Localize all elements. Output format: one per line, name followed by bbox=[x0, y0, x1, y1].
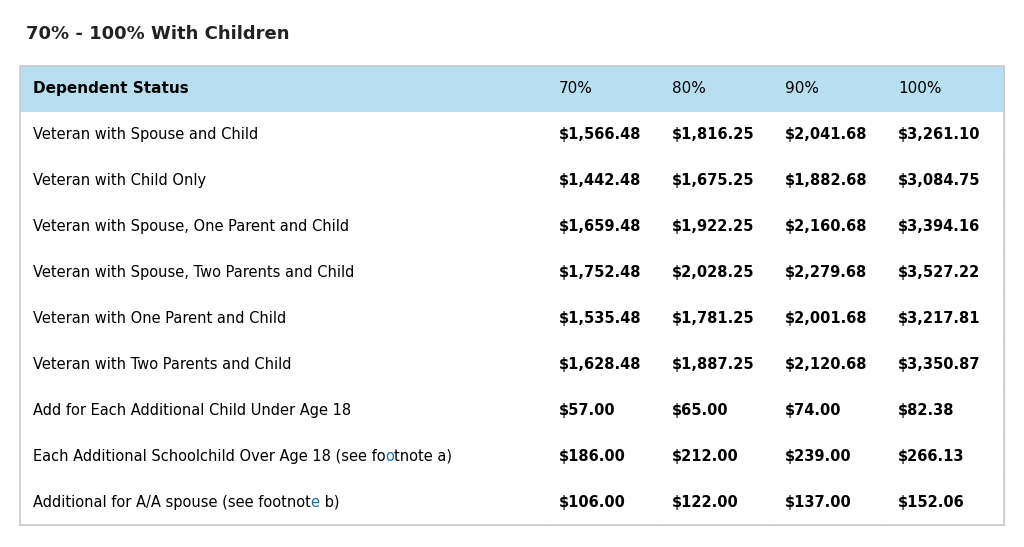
Text: Veteran with Two Parents and Child: Veteran with Two Parents and Child bbox=[33, 357, 291, 372]
Text: $2,160.68: $2,160.68 bbox=[784, 219, 867, 234]
Text: $186.00: $186.00 bbox=[559, 449, 626, 464]
Text: $3,217.81: $3,217.81 bbox=[898, 311, 980, 326]
Text: e: e bbox=[310, 494, 319, 510]
Text: $1,882.68: $1,882.68 bbox=[784, 173, 867, 188]
Text: $1,675.25: $1,675.25 bbox=[672, 173, 755, 188]
Text: $1,816.25: $1,816.25 bbox=[672, 127, 755, 142]
Text: Veteran with Child Only: Veteran with Child Only bbox=[33, 173, 206, 188]
Text: $266.13: $266.13 bbox=[898, 449, 965, 464]
Text: 100%: 100% bbox=[898, 81, 941, 96]
Text: $2,028.25: $2,028.25 bbox=[672, 265, 755, 280]
Text: Each Additional Schoolchild Over Age 18 (see fo: Each Additional Schoolchild Over Age 18 … bbox=[33, 449, 385, 464]
Text: $3,350.87: $3,350.87 bbox=[898, 357, 980, 372]
Text: $1,781.25: $1,781.25 bbox=[672, 311, 755, 326]
Text: $57.00: $57.00 bbox=[559, 403, 615, 418]
Text: $2,279.68: $2,279.68 bbox=[784, 265, 867, 280]
Text: $1,566.48: $1,566.48 bbox=[559, 127, 641, 142]
Text: $3,527.22: $3,527.22 bbox=[898, 265, 980, 280]
Text: 70%: 70% bbox=[559, 81, 593, 96]
Text: $2,120.68: $2,120.68 bbox=[784, 357, 867, 372]
Text: $1,752.48: $1,752.48 bbox=[559, 265, 641, 280]
Text: Veteran with One Parent and Child: Veteran with One Parent and Child bbox=[33, 311, 286, 326]
Text: 80%: 80% bbox=[672, 81, 706, 96]
Text: $152.06: $152.06 bbox=[898, 494, 965, 510]
Text: $3,084.75: $3,084.75 bbox=[898, 173, 980, 188]
Text: Veteran with Spouse, One Parent and Child: Veteran with Spouse, One Parent and Chil… bbox=[33, 219, 349, 234]
Text: Additional for A/A spouse (see footnot: Additional for A/A spouse (see footnot bbox=[33, 494, 310, 510]
Text: $65.00: $65.00 bbox=[672, 403, 728, 418]
Text: $122.00: $122.00 bbox=[672, 494, 738, 510]
Text: $1,442.48: $1,442.48 bbox=[559, 173, 641, 188]
Text: 90%: 90% bbox=[784, 81, 819, 96]
Text: $239.00: $239.00 bbox=[784, 449, 851, 464]
Text: $1,628.48: $1,628.48 bbox=[559, 357, 641, 372]
Text: $106.00: $106.00 bbox=[559, 494, 626, 510]
Text: $137.00: $137.00 bbox=[784, 494, 852, 510]
Text: $82.38: $82.38 bbox=[898, 403, 954, 418]
Text: $212.00: $212.00 bbox=[672, 449, 738, 464]
Text: o: o bbox=[385, 449, 394, 464]
Text: $1,535.48: $1,535.48 bbox=[559, 311, 641, 326]
Text: $2,001.68: $2,001.68 bbox=[784, 311, 867, 326]
Text: Veteran with Spouse and Child: Veteran with Spouse and Child bbox=[33, 127, 258, 142]
Text: Add for Each Additional Child Under Age 18: Add for Each Additional Child Under Age … bbox=[33, 403, 351, 418]
Text: Veteran with Spouse, Two Parents and Child: Veteran with Spouse, Two Parents and Chi… bbox=[33, 265, 354, 280]
Text: $74.00: $74.00 bbox=[784, 403, 842, 418]
Text: 70% - 100% With Children: 70% - 100% With Children bbox=[26, 25, 289, 43]
Text: tnote a): tnote a) bbox=[394, 449, 453, 464]
Text: $2,041.68: $2,041.68 bbox=[784, 127, 867, 142]
Text: b): b) bbox=[319, 494, 339, 510]
Text: $3,394.16: $3,394.16 bbox=[898, 219, 980, 234]
Text: $1,659.48: $1,659.48 bbox=[559, 219, 641, 234]
Text: Dependent Status: Dependent Status bbox=[33, 81, 188, 96]
Text: $1,922.25: $1,922.25 bbox=[672, 219, 754, 234]
Text: $1,887.25: $1,887.25 bbox=[672, 357, 755, 372]
Text: $3,261.10: $3,261.10 bbox=[898, 127, 980, 142]
